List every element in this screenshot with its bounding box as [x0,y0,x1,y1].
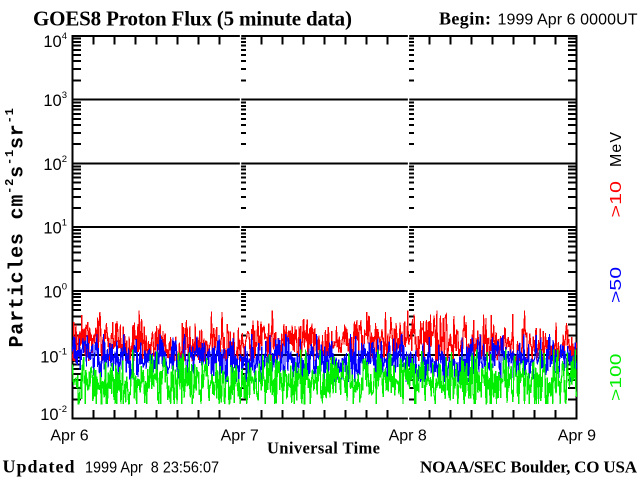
svg-text:1999 Apr 6 0000UT: 1999 Apr 6 0000UT [498,12,638,29]
svg-text:>10: >10 [608,181,625,218]
svg-text:Apr 8: Apr 8 [389,428,427,445]
svg-text:1999 Apr 8 23:56:07: 1999 Apr 8 23:56:07 [85,460,219,477]
svg-text:102: 102 [43,154,67,174]
svg-text:Apr 7: Apr 7 [221,428,259,445]
svg-text:>50: >50 [608,267,625,303]
svg-text:Apr 9: Apr 9 [558,428,596,445]
svg-text:GOES8 Proton Flux (5 minute da: GOES8 Proton Flux (5 minute data) [33,7,352,31]
svg-text:NOAA/SEC Boulder, CO USA: NOAA/SEC Boulder, CO USA [420,458,638,477]
svg-text:MeV: MeV [608,132,625,167]
svg-text:101: 101 [43,218,67,238]
svg-text:>100: >100 [608,353,625,401]
svg-text:Universal Time: Universal Time [267,438,380,457]
svg-text:Apr 6: Apr 6 [50,428,88,445]
svg-text:Particles cm-2s-1sr-1: Particles cm-2s-1sr-1 [3,107,30,347]
svg-text:100: 100 [43,281,67,301]
svg-text:Begin:: Begin: [439,9,491,29]
svg-text:Updated: Updated [3,457,75,477]
svg-text:104: 104 [43,31,67,51]
svg-text:103: 103 [43,90,67,110]
